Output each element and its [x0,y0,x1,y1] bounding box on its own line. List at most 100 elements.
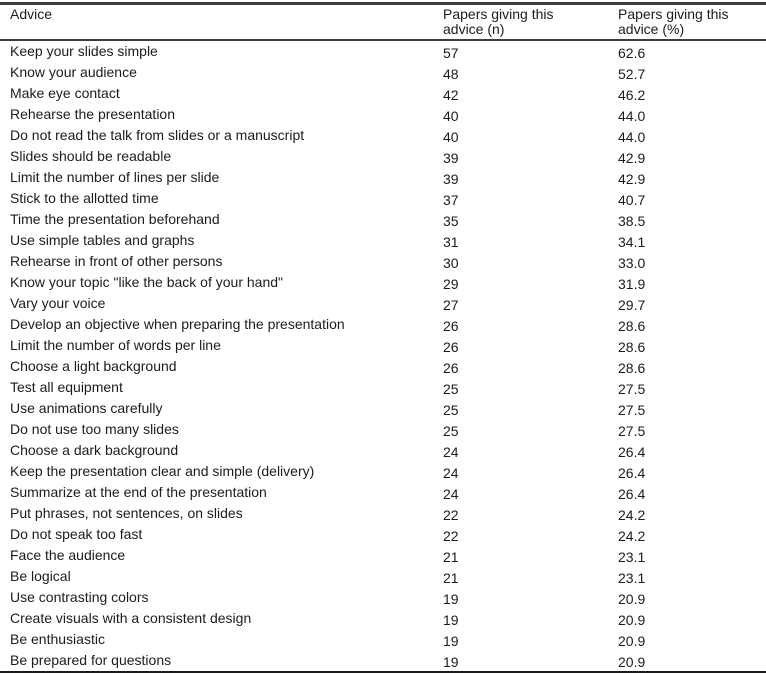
advice-cell: Time the presentation beforehand [0,209,433,230]
advice-text: Keep the presentation clear and simple (… [10,463,315,479]
table-row: Use contrasting colors 19 20.9 [0,587,766,608]
table-row: Rehearse the presentation 40 44.0 [0,104,766,125]
papers-n-value: 30 [443,255,459,271]
papers-n-cell: 25 [433,377,608,398]
table-row: Create visuals with a consistent design … [0,608,766,629]
advice-text: Face the audience [10,547,126,563]
papers-n-value: 24 [443,486,459,502]
papers-n-value: 21 [443,549,459,565]
advice-cell: Limit the number of lines per slide [0,167,433,188]
advice-text: Develop an objective when preparing the … [10,316,345,332]
papers-pct-value: 38.5 [618,213,646,229]
table-row: Use simple tables and graphs 31 34.1 [0,230,766,251]
advice-cell: Keep your slides simple [0,40,433,62]
advice-text: Slides should be readable [10,148,172,164]
papers-n-value: 25 [443,423,459,439]
papers-n-cell: 37 [433,188,608,209]
papers-pct-value: 33.0 [618,255,646,271]
advice-text: Choose a dark background [10,442,179,458]
advice-text: Use contrasting colors [10,589,149,605]
table-row: Be enthusiastic 19 20.9 [0,629,766,650]
papers-n-cell: 22 [433,524,608,545]
papers-n-cell: 21 [433,566,608,587]
papers-n-cell: 19 [433,650,608,672]
papers-n-cell: 40 [433,125,608,146]
papers-pct-value: 24.2 [618,507,646,523]
column-header-papers-n: Papers giving this advice (n) [433,3,608,41]
papers-pct-cell: 44.0 [608,125,766,146]
advice-cell: Be enthusiastic [0,629,433,650]
papers-pct-value: 42.9 [618,150,646,166]
papers-pct-value: 52.7 [618,66,646,82]
papers-n-cell: 22 [433,503,608,524]
papers-pct-cell: 33.0 [608,251,766,272]
papers-pct-cell: 40.7 [608,188,766,209]
advice-text: Be logical [10,568,71,584]
table-row: Test all equipment 25 27.5 [0,377,766,398]
papers-pct-value: 44.0 [618,129,646,145]
papers-n-value: 25 [443,381,459,397]
papers-pct-value: 31.9 [618,276,646,292]
papers-n-value: 40 [443,129,459,145]
advice-text: Be enthusiastic [10,631,105,647]
papers-n-value: 25 [443,402,459,418]
table-row: Be logical 21 23.1 [0,566,766,587]
table-row: Choose a dark background 24 26.4 [0,440,766,461]
advice-cell: Do not read the talk from slides or a ma… [0,125,433,146]
papers-pct-value: 26.4 [618,444,646,460]
table-row: Use animations carefully 25 27.5 [0,398,766,419]
papers-n-cell: 24 [433,440,608,461]
advice-cell: Know your topic "like the back of your h… [0,272,433,293]
advice-table-body: Keep your slides simple 57 62.6 Know you… [0,40,766,672]
papers-pct-value: 42.9 [618,171,646,187]
papers-n-value: 26 [443,360,459,376]
table-row: Choose a light background 26 28.6 [0,356,766,377]
papers-pct-value: 34.1 [618,234,646,250]
papers-pct-cell: 46.2 [608,83,766,104]
papers-pct-cell: 24.2 [608,503,766,524]
column-header-advice: Advice [0,3,433,41]
papers-pct-value: 26.4 [618,486,646,502]
table-row: Vary your voice 27 29.7 [0,293,766,314]
papers-pct-cell: 26.4 [608,461,766,482]
column-header-advice-label: Advice [10,6,53,22]
papers-pct-value: 27.5 [618,381,646,397]
papers-n-cell: 31 [433,230,608,251]
papers-pct-value: 28.6 [618,318,646,334]
papers-n-cell: 27 [433,293,608,314]
papers-pct-cell: 62.6 [608,40,766,62]
papers-n-cell: 30 [433,251,608,272]
papers-pct-cell: 20.9 [608,650,766,672]
papers-n-cell: 40 [433,104,608,125]
advice-text: Do not read the talk from slides or a ma… [10,127,305,143]
papers-n-cell: 26 [433,335,608,356]
advice-text: Know your audience [10,64,137,80]
column-header-papers-n-label: Papers giving this advice (n) [443,6,554,37]
papers-n-cell: 26 [433,314,608,335]
papers-pct-value: 44.0 [618,108,646,124]
advice-text: Do not speak too fast [10,526,143,542]
advice-cell: Do not use too many slides [0,419,433,440]
papers-pct-value: 23.1 [618,549,646,565]
advice-text: Rehearse in front of other persons [10,253,223,269]
table-row: Limit the number of lines per slide 39 4… [0,167,766,188]
advice-text: Time the presentation beforehand [10,211,220,227]
papers-pct-cell: 23.1 [608,545,766,566]
advice-cell: Put phrases, not sentences, on slides [0,503,433,524]
advice-text: Use animations carefully [10,400,163,416]
advice-cell: Limit the number of words per line [0,335,433,356]
papers-pct-cell: 31.9 [608,272,766,293]
papers-n-value: 29 [443,276,459,292]
papers-n-cell: 24 [433,461,608,482]
papers-n-value: 19 [443,633,459,649]
advice-cell: Make eye contact [0,83,433,104]
papers-pct-cell: 42.9 [608,146,766,167]
advice-cell: Use simple tables and graphs [0,230,433,251]
advice-cell: Create visuals with a consistent design [0,608,433,629]
papers-pct-value: 20.9 [618,654,646,670]
papers-n-value: 39 [443,150,459,166]
advice-cell: Be logical [0,566,433,587]
papers-pct-value: 28.6 [618,339,646,355]
advice-cell: Face the audience [0,545,433,566]
